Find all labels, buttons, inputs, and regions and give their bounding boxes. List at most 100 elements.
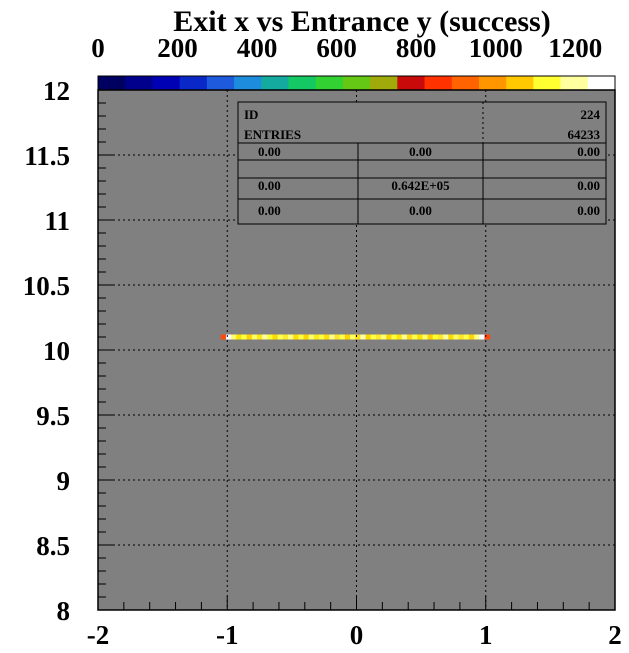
heatmap-cell xyxy=(277,334,284,340)
heatmap-cell xyxy=(386,334,392,340)
x-tick-label: -2 xyxy=(87,620,110,650)
chart-title: Exit x vs Entrance y (success) xyxy=(173,5,550,38)
heatmap-cell xyxy=(484,334,491,340)
heatmap-cell xyxy=(319,334,325,340)
colorbar-cell xyxy=(98,76,126,90)
heatmap-cell xyxy=(329,334,336,340)
y-tick-label: 9.5 xyxy=(36,401,70,431)
colorbar-cell xyxy=(560,76,589,90)
colorbar-cell xyxy=(206,76,235,90)
heatmap-cell xyxy=(370,334,377,340)
x-tick-label: 0 xyxy=(350,620,364,650)
heatmap-cell xyxy=(303,334,310,340)
stats-cell: 0.00 xyxy=(258,144,281,159)
heatmap-cell xyxy=(308,334,315,340)
heatmap-cell xyxy=(396,334,403,340)
y-tick-label: 8 xyxy=(57,596,71,626)
heatmap-cell xyxy=(298,334,305,340)
colorbar-cell xyxy=(533,76,562,90)
stats-cell: 0.00 xyxy=(577,203,600,218)
heatmap-cell xyxy=(422,334,429,340)
colorbar-cell xyxy=(234,76,262,90)
colorbar-cell xyxy=(288,76,317,90)
heatmap-cell xyxy=(468,334,475,340)
heatmap-cell xyxy=(272,334,279,340)
heatmap-cell xyxy=(479,334,485,340)
stats-cell: 0.00 xyxy=(577,144,600,159)
stats-entries-label: ENTRIES xyxy=(244,127,301,142)
heatmap-cell xyxy=(334,334,341,340)
colorbar-cell xyxy=(261,76,290,90)
heatmap-cell xyxy=(375,334,382,340)
heatmap-cell xyxy=(406,334,413,340)
stats-id-value: 224 xyxy=(581,107,601,122)
heatmap-cell xyxy=(313,334,320,340)
y-tick-label: 9 xyxy=(57,466,71,496)
heatmap-cell xyxy=(344,334,351,340)
colorbar-tick-label: 600 xyxy=(316,33,357,63)
heatmap-cell xyxy=(417,334,423,340)
heatmap-cell xyxy=(458,334,465,340)
x-tick-label: 2 xyxy=(608,620,622,650)
x-tick-label: 1 xyxy=(479,620,493,650)
colorbar-cell xyxy=(315,76,344,90)
x-tick-label: -1 xyxy=(216,620,239,650)
heatmap-cell xyxy=(360,334,367,340)
stats-id-label: ID xyxy=(244,107,258,122)
colorbar-tick-label: 400 xyxy=(237,33,278,63)
colorbar-cell xyxy=(179,76,208,90)
colorbar-cell xyxy=(451,76,480,90)
colorbar-cell xyxy=(506,76,534,90)
heatmap-cell xyxy=(282,334,289,340)
heatmap-cell xyxy=(474,334,480,340)
y-tick-label: 11.5 xyxy=(24,141,70,171)
heatmap-cell xyxy=(432,334,439,340)
heatmap-cell xyxy=(453,334,460,340)
y-tick-label: 10 xyxy=(43,336,70,366)
stats-cell: 0.642E+05 xyxy=(391,178,450,193)
y-tick-label: 11 xyxy=(44,206,70,236)
heatmap-cell xyxy=(350,334,356,340)
heatmap-cell xyxy=(231,334,237,340)
heatmap-cell xyxy=(220,334,227,340)
stats-cell: 0.00 xyxy=(577,178,600,193)
heatmap-cell xyxy=(412,334,418,340)
heatmap-cell xyxy=(437,334,444,340)
stats-cell: 0.00 xyxy=(409,144,432,159)
heatmap-cell xyxy=(241,334,248,340)
colorbar-cell xyxy=(370,76,398,90)
colorbar-cell xyxy=(478,76,507,90)
heatmap-cell xyxy=(236,334,242,340)
heatmap-cell xyxy=(324,334,330,340)
heatmap-cell xyxy=(262,334,268,340)
stats-cell: 0.00 xyxy=(258,203,281,218)
heatmap-cell xyxy=(246,334,253,340)
colorbar-tick-label: 800 xyxy=(396,33,437,63)
colorbar-cell xyxy=(424,76,453,90)
stats-entries-value: 64233 xyxy=(568,127,601,142)
colorbar-tick-label: 0 xyxy=(91,33,105,63)
y-tick-label: 12 xyxy=(43,76,70,106)
heatmap-cell xyxy=(463,334,470,340)
heatmap-cell xyxy=(355,334,361,340)
colorbar-cell xyxy=(152,76,181,90)
heatmap-cell xyxy=(256,334,263,340)
heatmap-cell xyxy=(267,334,273,340)
stats-cell: 0.00 xyxy=(258,178,281,193)
colorbar-tick-label: 200 xyxy=(157,33,198,63)
heatmap-cell xyxy=(293,334,299,340)
colorbar-cell xyxy=(342,76,371,90)
heatmap-cell xyxy=(391,334,398,340)
y-tick-label: 10.5 xyxy=(23,271,70,301)
colorbar-tick-label: 1200 xyxy=(548,33,602,63)
heatmap-cell xyxy=(339,334,346,340)
heatmap-cell xyxy=(251,334,258,340)
heatmap-cell xyxy=(448,334,454,340)
heatmap-cell xyxy=(225,334,232,340)
heatmap-cell xyxy=(287,334,294,340)
heatmap-cell xyxy=(365,334,372,340)
stats-cell: 0.00 xyxy=(409,203,432,218)
colorbar-cell xyxy=(587,76,616,90)
colorbar-cell xyxy=(397,76,426,90)
